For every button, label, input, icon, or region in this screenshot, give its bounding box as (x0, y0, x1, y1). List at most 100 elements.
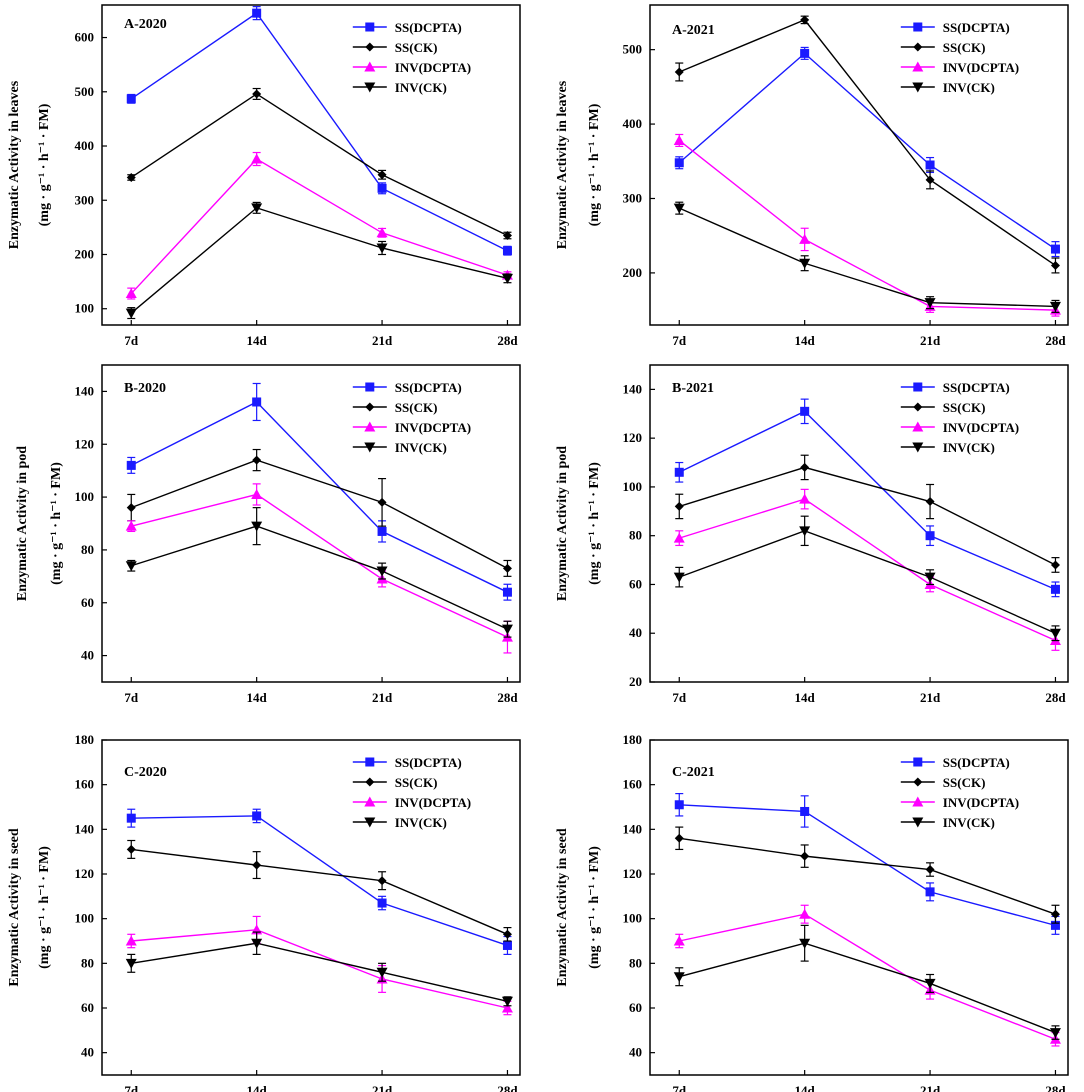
series-line (131, 848, 508, 935)
data-point (126, 503, 136, 513)
legend-label: INV(CK) (395, 815, 447, 830)
legend-label: SS(DCPTA) (943, 380, 1010, 395)
series-line (679, 498, 1056, 642)
data-point (800, 462, 810, 472)
x-tick-label: 28d (1045, 1083, 1066, 1092)
panel-title: C-2021 (672, 765, 715, 780)
series-line (131, 942, 508, 1002)
chart-panel: 200 300 400 500 7d 14d 21d 28d A-2021 Enzymatic A… (555, 4, 1069, 348)
legend-marker (913, 402, 923, 412)
legend-label: SS(DCPTA) (395, 20, 462, 35)
x-tick-label: 14d (247, 1083, 268, 1092)
data-series (673, 201, 1061, 313)
data-point (800, 15, 810, 25)
data-series (125, 915, 513, 1016)
x-tick-label: 7d (672, 1083, 687, 1092)
x-tick-label: 7d (672, 333, 687, 348)
data-point (673, 972, 685, 983)
series-line (678, 207, 1056, 308)
data-point (376, 566, 388, 577)
y-axis-units: (mg · g⁻¹ · h⁻¹ · FM) (49, 462, 64, 585)
y-tick-label: 140 (75, 821, 95, 836)
legend-marker (912, 421, 924, 432)
series-line (679, 466, 1056, 566)
data-point (673, 935, 685, 946)
y-tick-label: 500 (623, 42, 643, 57)
data-point (251, 938, 263, 949)
y-axis-units: (mg · g⁻¹ · h⁻¹ · FM) (587, 846, 602, 969)
legend-marker (913, 757, 923, 767)
data-point (252, 860, 262, 870)
legend-label: SS(CK) (943, 400, 986, 415)
y-tick-label: 120 (623, 430, 643, 445)
data-series (126, 808, 512, 956)
data-point (925, 865, 935, 875)
data-point (501, 1002, 513, 1013)
series-line (679, 942, 1056, 1034)
data-point (1050, 920, 1060, 930)
data-point (501, 996, 513, 1007)
data-point (1050, 244, 1060, 254)
legend-label: INV(CK) (943, 815, 995, 830)
plot-frame (101, 4, 521, 326)
data-point (799, 233, 811, 244)
y-axis-units: (mg · g⁻¹ · h⁻¹ · FM) (37, 103, 52, 226)
legend-label: INV(CK) (943, 440, 995, 455)
y-tick-label: 160 (623, 777, 643, 792)
series-line (678, 410, 1056, 590)
legend-label: SS(DCPTA) (395, 380, 462, 395)
y-tick-label: 40 (629, 1045, 642, 1060)
y-tick-label: 80 (629, 528, 642, 543)
data-point (800, 851, 810, 861)
x-tick-label: 21d (372, 333, 393, 348)
data-point (252, 811, 262, 821)
x-tick-label: 21d (920, 690, 941, 705)
data-point (674, 833, 684, 843)
data-point (251, 488, 263, 499)
data-series (674, 792, 1060, 935)
y-axis-label: Enzymatic Activity in pod (15, 446, 30, 601)
data-point (1050, 909, 1060, 919)
x-tick-label: 28d (497, 1083, 518, 1092)
x-tick-label: 7d (124, 333, 139, 348)
x-tick-label: 21d (920, 1083, 941, 1092)
data-point (125, 561, 137, 572)
data-point (674, 158, 684, 168)
y-tick-label: 100 (75, 911, 95, 926)
legend-marker (912, 817, 924, 828)
legend-marker (364, 421, 376, 432)
data-point (924, 978, 936, 989)
y-tick-label: 400 (75, 138, 95, 153)
series-line (679, 530, 1056, 634)
y-tick-label: 200 (75, 246, 95, 261)
data-point (125, 935, 137, 946)
chart-panel: 40 60 80 100 120 140 160 180 7d 14d 21d 28d C-2021 En… (555, 732, 1069, 1092)
legend-marker (912, 82, 924, 93)
data-point (125, 958, 137, 969)
data-point (674, 800, 684, 810)
legend-label: SS(CK) (395, 40, 438, 55)
y-tick-label: 80 (629, 955, 642, 970)
legend-label: SS(DCPTA) (943, 755, 1010, 770)
y-tick-label: 80 (81, 542, 94, 557)
x-tick-label: 21d (372, 690, 393, 705)
data-point (377, 526, 387, 536)
y-tick-label: 140 (623, 381, 643, 396)
data-series (674, 826, 1060, 924)
data-point (674, 467, 684, 477)
data-point (377, 183, 387, 193)
series-line (679, 913, 1056, 1040)
panel-title: B-2021 (672, 381, 714, 396)
data-point (126, 172, 136, 182)
y-tick-label: 100 (623, 479, 643, 494)
legend-label: INV(CK) (943, 80, 995, 95)
data-series (673, 515, 1061, 642)
y-tick-label: 40 (81, 1045, 94, 1060)
legend-marker (364, 82, 376, 93)
legend-label: INV(DCPTA) (943, 60, 1019, 75)
data-series (125, 483, 513, 654)
data-point (674, 67, 684, 77)
x-tick-label: 28d (1045, 690, 1066, 705)
y-tick-label: 500 (75, 84, 95, 99)
